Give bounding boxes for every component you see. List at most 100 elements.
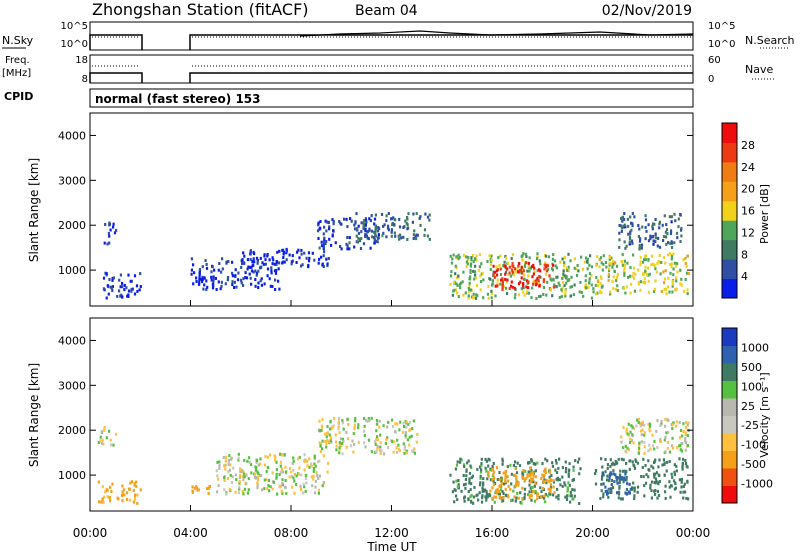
scatter-cell-3 [254,472,257,476]
scatter-cell-5 [571,478,574,482]
scatter-cell-8 [684,262,687,265]
scatter-cell-2 [201,277,205,281]
scatter-cell-3 [320,255,323,259]
scatter-cell-6 [590,265,594,269]
scatter-cell-4 [353,443,356,447]
scatter-cell-5 [492,479,495,483]
scatter-cell-5 [543,478,546,482]
scatter-cell-9 [640,429,643,433]
scatter-cell-7 [533,266,536,270]
scatter-cell-3 [229,473,232,477]
scatter-cell-1 [109,438,112,442]
scatter-cell-2 [197,488,200,492]
scatter-cell-3 [302,491,305,495]
scatter-cell-7 [654,477,657,481]
scatter-cell-2 [259,279,262,283]
scatter-cell-4 [375,429,378,433]
scatter-cell-9 [628,240,631,244]
scatter-cell-3 [256,481,259,485]
scatter-cell-3 [227,461,230,465]
scatter-cell-8 [623,271,626,274]
scatter-cell-6 [457,295,460,298]
colorbar-swatch-5 [722,181,737,202]
scatter-cell-7 [673,470,676,474]
scatter-cell-0 [132,500,135,504]
scatter-cell-6 [549,483,552,487]
scatter-cell-3 [310,475,313,479]
scatter-cell-6 [565,275,568,279]
scatter-cell-9 [684,426,687,430]
scatter-cell-3 [234,473,237,477]
scatter-cell-7 [610,490,613,493]
scatter-cell-6 [514,270,517,274]
scatter-cell-4 [345,445,348,449]
scatter-cell-5 [404,219,407,223]
scatter-cell-6 [584,279,587,283]
scatter-cell-0 [116,496,119,500]
scatter-cell-2 [193,486,196,490]
scatter-cell-7 [661,463,664,467]
scatter-cell-5 [573,488,576,492]
scatter-cell-4 [338,447,341,451]
scatter-cell-9 [680,228,683,232]
scatter-cell-6 [590,274,593,278]
scatter-cell-4 [395,451,399,454]
scatter-cell-3 [266,254,269,258]
scatter-cell-9 [624,225,627,229]
scatter-cell-8 [669,271,672,275]
scatter-cell-5 [454,488,457,492]
scatter-cell-6 [559,260,562,264]
scatter-cell-4 [405,451,409,455]
scatter-cell-1 [109,228,112,232]
scatter-cell-0 [120,293,123,297]
scatter-cell-5 [390,217,393,221]
scatter-cell-3 [234,490,237,494]
scatter-cell-8 [671,290,674,294]
scatter-cell-8 [626,261,629,265]
scatter-cell-8 [612,472,615,476]
scatter-cell-3 [263,478,266,482]
scatter-cell-6 [583,260,586,264]
scatter-cell-5 [390,234,393,238]
scatter-cell-8 [600,261,603,265]
scatter-cell-6 [529,480,532,484]
scatter-cell-9 [659,438,662,442]
scatter-cell-8 [629,266,632,270]
scatter-cell-3 [314,491,317,495]
scatter-cell-7 [520,276,523,280]
scatter-cell-5 [479,470,483,474]
scatter-cell-0 [126,491,129,495]
scatter-cell-8 [647,279,650,283]
scatter-cell-6 [478,265,481,269]
scatter-cell-3 [285,258,288,262]
scatter-cell-9 [648,425,651,429]
scatter-cell-8 [679,282,682,286]
velocity-colorbar-label: Velocity [m s⁻¹] [758,372,771,457]
scatter-cell-2 [249,257,252,261]
scatter-cell-6 [476,294,479,298]
scatter-cell-6 [474,270,477,274]
scatter-cell-8 [614,287,617,291]
scatter-cell-6 [498,484,501,488]
scatter-cell-6 [500,482,503,486]
scatter-cell-3 [304,477,307,480]
scatter-cell-5 [459,460,462,464]
scatter-cell-7 [611,486,615,490]
scatter-cell-5 [578,502,581,505]
scatter-cell-5 [472,495,475,499]
scatter-cell-8 [655,270,658,274]
scatter-cell-4 [318,227,321,231]
scatter-cell-1 [108,241,111,245]
scatter-cell-4 [408,428,411,432]
scatter-cell-2 [212,275,215,279]
scatter-cell-4 [404,431,407,435]
scatter-cell-2 [191,489,194,493]
scatter-cell-9 [666,232,669,236]
scatter-cell-9 [652,222,655,226]
scatter-cell-7 [657,465,660,469]
scatter-cell-7 [682,490,685,494]
scatter-cell-9 [664,230,667,234]
scatter-cell-5 [376,229,380,233]
scatter-cell-4 [321,424,324,428]
scatter-cell-6 [544,471,547,474]
